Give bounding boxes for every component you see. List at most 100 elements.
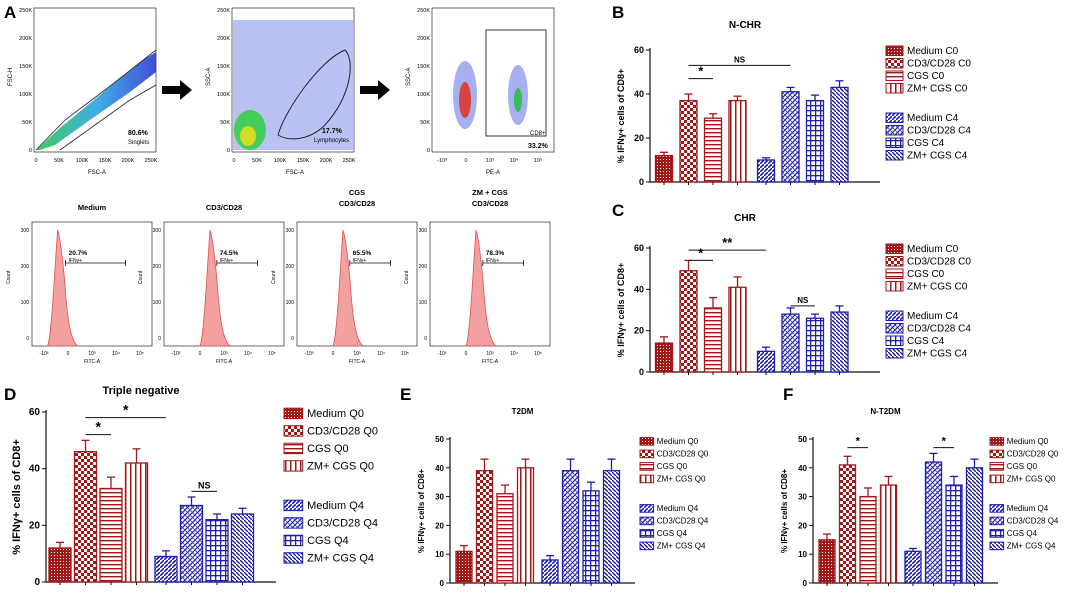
legend-label: CGS Q4 bbox=[657, 529, 688, 538]
significance-label: * bbox=[698, 245, 704, 260]
flow-x-tick: 10⁵ bbox=[534, 157, 542, 164]
legend-label: ZM+ CGS C0 bbox=[907, 84, 968, 95]
legend-label: ZM+ CGS C4 bbox=[907, 349, 968, 360]
histogram-gate-label: IFNγ+ bbox=[220, 258, 234, 264]
legend-label: CGS C4 bbox=[907, 336, 945, 347]
chart-y-tick-label: 50 bbox=[435, 435, 444, 444]
flow-x-tick: 100K bbox=[274, 158, 287, 164]
chart-bar bbox=[205, 519, 229, 583]
chart-title: CHR bbox=[734, 213, 756, 224]
chart-y-tick-label: 20 bbox=[634, 133, 644, 143]
histogram-frame bbox=[31, 221, 153, 347]
legend-label: CGS C4 bbox=[907, 138, 945, 149]
flow-y-tick: 50K bbox=[22, 120, 32, 126]
chart-bar bbox=[830, 311, 849, 373]
flow-y-tick: 150K bbox=[217, 64, 230, 70]
legend-label: Medium Q0 bbox=[1007, 437, 1049, 446]
histogram-pct: 65.5% bbox=[353, 250, 372, 257]
significance-label: * bbox=[856, 436, 861, 448]
legend-label: ZM+ CGS Q4 bbox=[307, 553, 374, 565]
histogram-gate-label: IFNγ+ bbox=[486, 258, 500, 264]
legend-label: ZM+ CGS C4 bbox=[907, 151, 968, 162]
histogram-frame bbox=[296, 221, 418, 347]
legend-swatch bbox=[639, 474, 655, 484]
panel-letter-f: F bbox=[783, 385, 793, 404]
flow-y-tick: 50K bbox=[220, 120, 230, 126]
legend-label: CGS Q0 bbox=[307, 443, 349, 455]
significance-label: * bbox=[96, 419, 102, 435]
chart-y-tick-label: 20 bbox=[634, 326, 644, 336]
histogram-y-tick: 300 bbox=[286, 228, 295, 234]
chart-f: N-T2DM 0 10 20 30 40 50 % IFNγ+ cells of CD8+ Me… bbox=[780, 407, 1059, 588]
histogram-y-tick: 200 bbox=[153, 264, 162, 270]
legend-label: ZM+ CGS Q4 bbox=[657, 542, 706, 551]
significance-label: NS bbox=[198, 480, 211, 490]
histogram-title: ZM + CGS bbox=[472, 188, 508, 197]
flow2-pct: 17.7% bbox=[322, 128, 343, 135]
legend-label: CD3/CD28 C4 bbox=[907, 126, 971, 137]
chart-bar bbox=[756, 350, 776, 373]
histogram-y-tick: 300 bbox=[419, 228, 428, 234]
chart-y-tick-label: 60 bbox=[29, 407, 41, 418]
panel-letter-d: D bbox=[4, 385, 16, 404]
chart-y-tick-label: 0 bbox=[440, 579, 445, 588]
chart-y-tick-label: 10 bbox=[435, 550, 444, 559]
chart-y-tick-label: 50 bbox=[798, 435, 807, 444]
flow-x-tick: 10³ bbox=[486, 158, 494, 164]
chart-bar bbox=[859, 495, 877, 584]
legend-label: ZM+ CGS Q0 bbox=[307, 461, 374, 473]
legend-swatch bbox=[885, 256, 904, 267]
bar-charts: N-CHR 0 20 40 60 % IFNγ+ cells of CD8+ Medium … bbox=[11, 20, 1059, 588]
flow-x-tick: 250K bbox=[145, 158, 158, 164]
chart-bar bbox=[455, 550, 473, 584]
histogram-x-tick: 10⁵ bbox=[136, 351, 144, 357]
flow-y-tick: 100K bbox=[417, 92, 430, 98]
chart-y-tick-label: 0 bbox=[803, 579, 808, 588]
chart-bar bbox=[904, 550, 922, 584]
flow-x-tick: 250K bbox=[343, 158, 356, 164]
legend-swatch bbox=[885, 150, 904, 161]
flow-x-tick: 200K bbox=[320, 158, 333, 164]
chart-d: Triple negative 0 20 40 60 % IFNγ+ cells of C… bbox=[11, 385, 378, 588]
chart-bar bbox=[805, 99, 825, 183]
panel-letter-e: E bbox=[400, 385, 411, 404]
histogram-x-tick: 10³ bbox=[486, 351, 494, 357]
chart-ylabel: % IFNγ+ cells of CD8+ bbox=[616, 69, 626, 164]
flow-y-tick: 150K bbox=[19, 64, 32, 70]
significance-label: ** bbox=[722, 235, 733, 250]
chart-bar bbox=[582, 490, 600, 584]
histogram-title: Medium bbox=[78, 203, 107, 212]
significance-label: * bbox=[698, 64, 704, 79]
legend-label: Medium Q4 bbox=[307, 500, 364, 512]
histogram-x-tick: 10⁴ bbox=[244, 351, 252, 357]
histogram-frame bbox=[163, 221, 285, 347]
legend-swatch bbox=[885, 348, 904, 359]
chart-y-tick-label: 40 bbox=[634, 89, 644, 99]
histogram-y-tick: 200 bbox=[286, 264, 295, 270]
flow3-ylabel: SSC-A bbox=[406, 68, 412, 86]
histogram-ylabel: Count bbox=[271, 270, 277, 284]
histogram-y-tick: 300 bbox=[153, 228, 162, 234]
chart-bar bbox=[230, 513, 255, 583]
histogram-gate-label: IFNγ+ bbox=[353, 258, 367, 264]
legend-label: CD3/CD28 Q0 bbox=[1007, 450, 1059, 459]
legend-label: Medium Q0 bbox=[307, 408, 364, 420]
chart-y-tick-label: 40 bbox=[798, 464, 807, 473]
histogram-y-tick: 0 bbox=[424, 336, 427, 342]
chart-title: N-T2DM bbox=[870, 407, 901, 416]
histogram-peak bbox=[47, 229, 79, 347]
histogram-x-tick: 10⁵ bbox=[268, 351, 276, 357]
flow3-xlabel: PE-A bbox=[486, 170, 500, 176]
legend-swatch bbox=[989, 437, 1005, 446]
legend-label: CD3/CD28 Q0 bbox=[657, 450, 709, 459]
legend-swatch bbox=[283, 460, 304, 472]
legend-swatch bbox=[885, 70, 904, 81]
flow1-pct: 80.6% bbox=[128, 130, 149, 137]
legend-swatch bbox=[885, 281, 904, 292]
legend-swatch bbox=[885, 335, 904, 346]
chart-y-tick-label: 30 bbox=[435, 493, 444, 502]
histogram-y-tick: 0 bbox=[26, 336, 29, 342]
chart-bar bbox=[679, 270, 698, 373]
histogram-xlabel: FITC-A bbox=[84, 359, 101, 365]
flow-y-tick: 0 bbox=[227, 148, 230, 154]
